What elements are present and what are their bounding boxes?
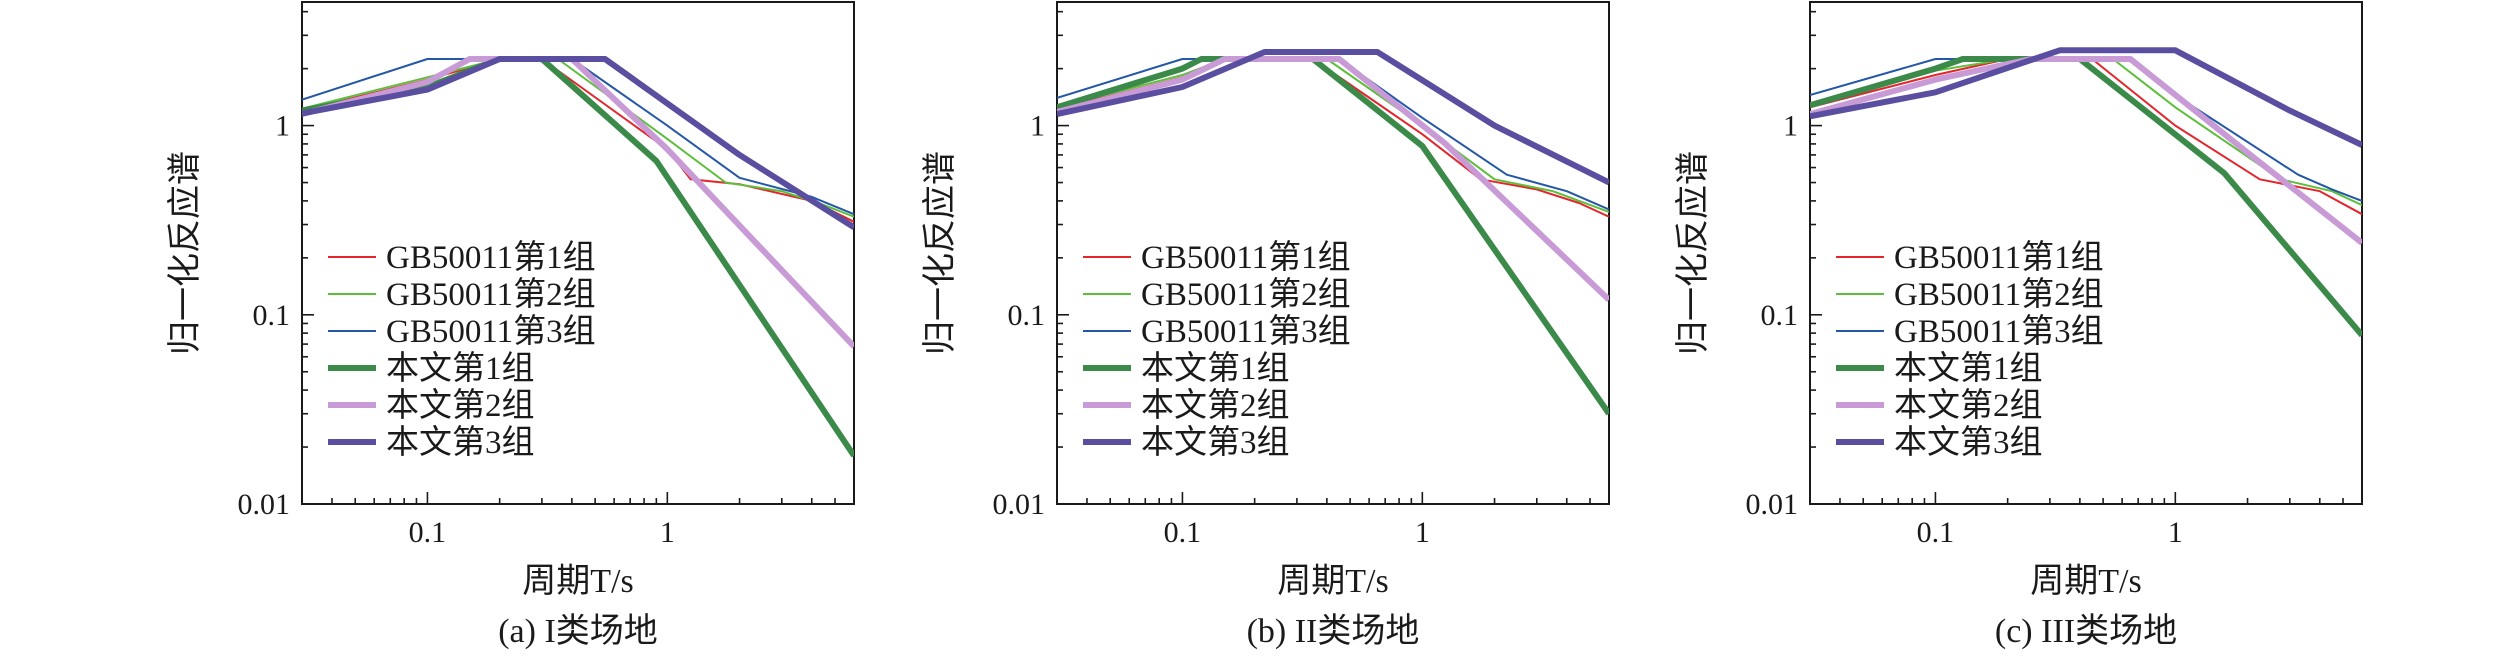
panel-caption: (b) II类场地 xyxy=(1247,612,1420,650)
plot-frame xyxy=(301,1,855,505)
legend: GB50011第1组GB50011第2组GB50011第3组本文第1组本文第2组… xyxy=(328,239,596,461)
x-axis-label: 周期T/s xyxy=(1277,563,1388,600)
legend-label-6: 本文第3组 xyxy=(1894,424,2043,461)
legend-label-2: GB50011第2组 xyxy=(386,276,596,313)
legend-label-4: 本文第1组 xyxy=(1141,350,1290,387)
series-group xyxy=(1810,47,2362,338)
plot-frame xyxy=(1809,1,2363,505)
legend-label-3: GB50011第3组 xyxy=(1894,313,2104,350)
x-axis-label: 周期T/s xyxy=(2030,563,2141,600)
chart-panel-2: 0.1 1 0.01 0.1 1 周期T/s 归一化反应谱 (b) II类场地 GB50011第… xyxy=(921,1,1610,650)
y-axis-label: 归一化反应谱 xyxy=(166,151,204,355)
chart-panel-1: 0.1 1 0.01 0.1 1 周期T/s 归一化反应谱 (a) I类场地 GB50011第1… xyxy=(166,1,855,650)
y-tick-label: 0.01 xyxy=(993,488,1046,521)
series-line-6 xyxy=(302,56,854,230)
series-line-1 xyxy=(302,58,854,223)
y-tick-label: 0.1 xyxy=(1008,299,1046,332)
x-tick-label: 1 xyxy=(660,516,675,549)
series-line-4 xyxy=(1057,56,1609,416)
legend-label-2: GB50011第2组 xyxy=(1894,276,2104,313)
legend-label-5: 本文第2组 xyxy=(1894,387,2043,424)
chart-panel-3: 0.1 1 0.01 0.1 1 周期T/s 归一化反应谱 (c) III类场地 GB50011… xyxy=(1674,1,2363,650)
legend-label-1: GB50011第1组 xyxy=(386,239,596,276)
legend-label-4: 本文第1组 xyxy=(1894,350,2043,387)
series-line-5 xyxy=(1810,56,2362,246)
legend-label-5: 本文第2组 xyxy=(1141,387,1290,424)
series-line-2 xyxy=(1057,58,1609,213)
series-line-6 xyxy=(1810,47,2362,148)
legend-label-5: 本文第2组 xyxy=(386,387,535,424)
plot-frame xyxy=(1056,1,1610,505)
x-tick-label: 0.1 xyxy=(1164,516,1202,549)
y-tick-label: 0.1 xyxy=(253,299,291,332)
series-line-5 xyxy=(1057,56,1609,302)
x-axis-label: 周期T/s xyxy=(522,563,633,600)
y-tick-label: 1 xyxy=(275,110,290,143)
series-line-3 xyxy=(1057,58,1609,211)
legend-label-6: 本文第3组 xyxy=(386,424,535,461)
legend-label-6: 本文第3组 xyxy=(1141,424,1290,461)
legend: GB50011第1组GB50011第2组GB50011第3组本文第1组本文第2组… xyxy=(1083,239,1351,461)
y-tick-label: 1 xyxy=(1030,110,1045,143)
y-axis-label: 归一化反应谱 xyxy=(921,151,959,355)
y-tick-label: 0.1 xyxy=(1761,299,1799,332)
x-tick-label: 1 xyxy=(1415,516,1430,549)
y-tick-label: 0.01 xyxy=(1746,488,1799,521)
series-line-2 xyxy=(302,58,854,218)
legend-label-4: 本文第1组 xyxy=(386,350,535,387)
series-line-3 xyxy=(302,58,854,216)
panel-caption: (c) III类场地 xyxy=(1995,612,2177,650)
legend-label-1: GB50011第1组 xyxy=(1894,239,2104,276)
y-tick-label: 1 xyxy=(1783,110,1798,143)
y-tick-label: 0.01 xyxy=(238,488,291,521)
legend-label-1: GB50011第1组 xyxy=(1141,239,1351,276)
y-axis-label: 归一化反应谱 xyxy=(1674,151,1712,355)
series-group xyxy=(1057,49,1609,416)
series-line-1 xyxy=(1810,58,2362,216)
x-tick-label: 0.1 xyxy=(409,516,447,549)
x-tick-label: 1 xyxy=(2168,516,2183,549)
x-tick-label: 0.1 xyxy=(1917,516,1955,549)
legend-label-3: GB50011第3组 xyxy=(1141,313,1351,350)
series-line-6 xyxy=(1057,49,1609,186)
legend-label-3: GB50011第3组 xyxy=(386,313,596,350)
legend: GB50011第1组GB50011第2组GB50011第3组本文第1组本文第2组… xyxy=(1836,239,2104,461)
series-group xyxy=(302,56,854,458)
panel-caption: (a) I类场地 xyxy=(498,612,658,650)
series-line-2 xyxy=(1810,58,2362,207)
legend-label-2: GB50011第2组 xyxy=(1141,276,1351,313)
